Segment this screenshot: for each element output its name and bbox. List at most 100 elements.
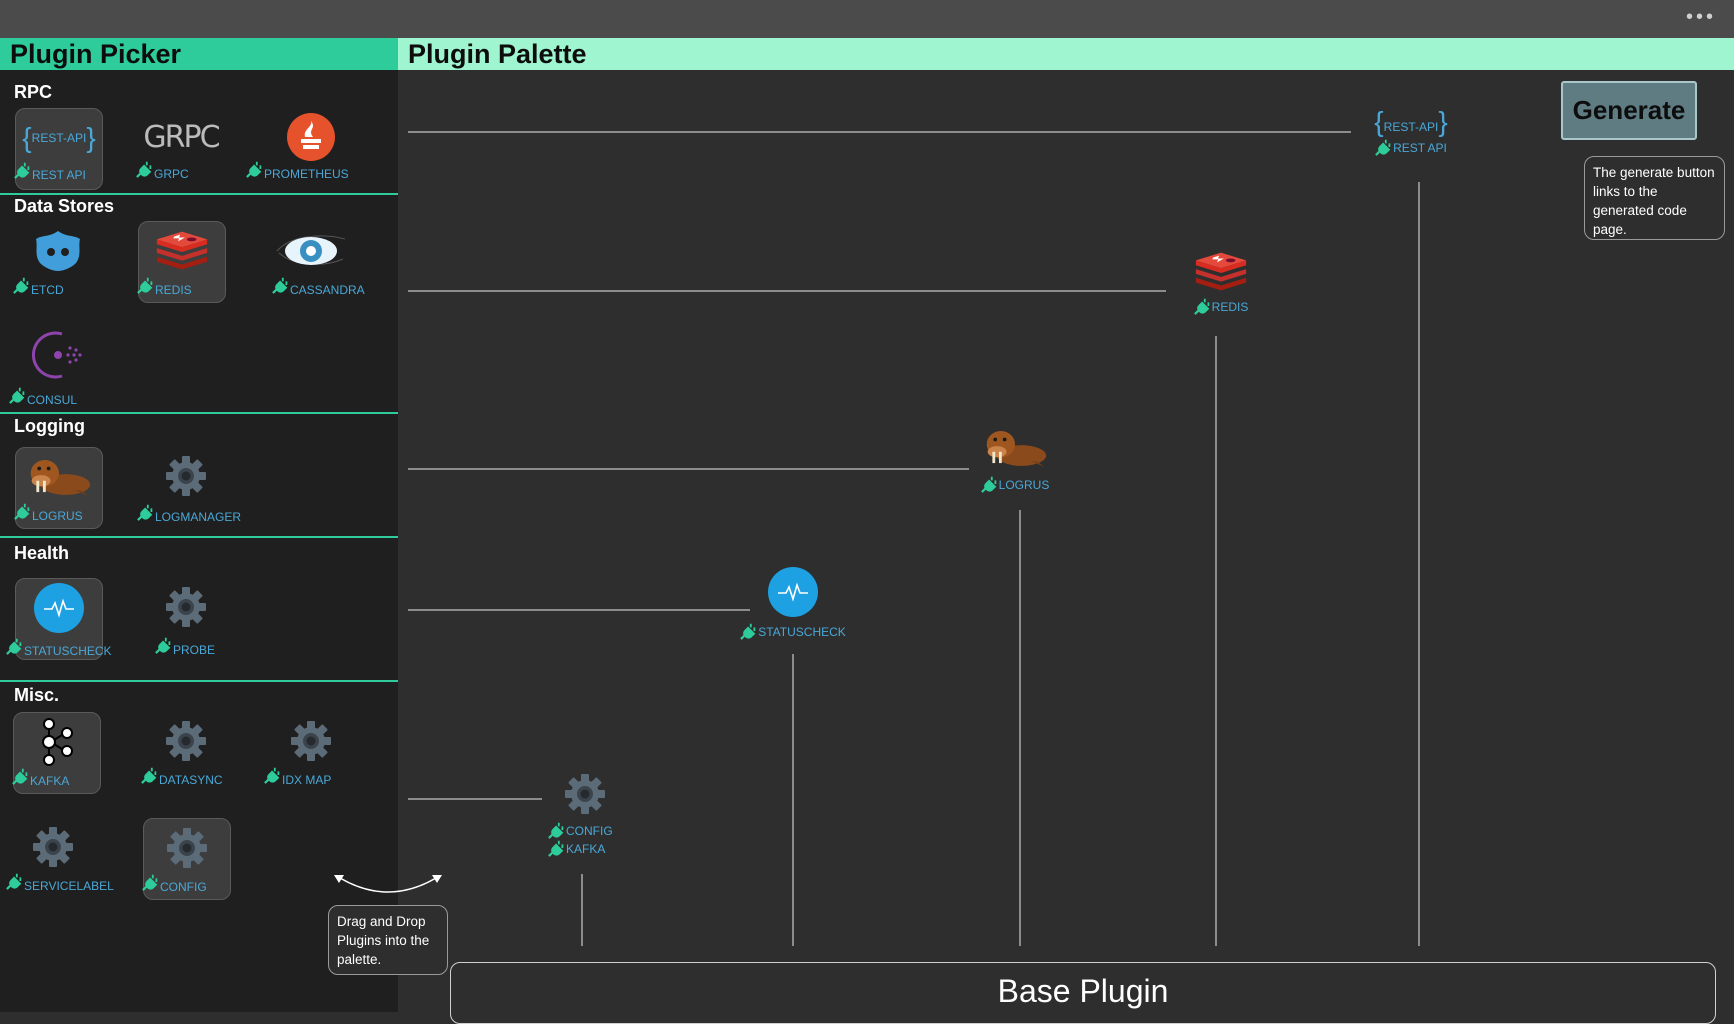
gear-icon	[268, 718, 354, 764]
connector-line	[1019, 510, 1021, 946]
plug-icon	[548, 821, 566, 839]
picker-item-etcd[interactable]: ETCD	[15, 222, 101, 302]
gear-icon	[143, 718, 229, 764]
title-bar: •••	[0, 0, 1734, 38]
palette-node-label: CONFIG	[566, 824, 613, 838]
picker-item-label: LOGRUS	[32, 509, 83, 523]
gear-icon	[540, 772, 630, 821]
picker-item-prometheus[interactable]: PROMETHEUS	[268, 108, 354, 188]
picker-item-idx-map[interactable]: IDX MAP	[268, 712, 354, 792]
picker-item-datasync[interactable]: DATASYNC	[143, 712, 229, 792]
section-divider	[0, 680, 398, 682]
plug-icon	[141, 766, 159, 784]
palette-node-label: STATUSCHECK	[758, 625, 846, 639]
plug-icon	[14, 502, 32, 520]
section-title-logging: Logging	[14, 416, 85, 436]
base-plugin-box[interactable]: Base Plugin	[450, 962, 1716, 1024]
palette-node-redis[interactable]: REDIS	[1176, 252, 1266, 315]
picker-item-statuscheck[interactable]: STATUSCHECK	[15, 578, 112, 660]
gear-icon	[10, 824, 96, 870]
plug-icon	[740, 622, 758, 640]
picker-item-kafka[interactable]: KAFKA	[13, 712, 101, 794]
walrus-icon	[16, 454, 102, 500]
picker-item-label: PROBE	[173, 643, 216, 657]
picker-item-label: ETCD	[31, 283, 64, 297]
picker-item-rest-api[interactable]: {REST-API} REST API	[15, 108, 103, 190]
picker-item-grpc[interactable]: GRPC GRPC	[138, 108, 224, 188]
gear-icon	[143, 584, 229, 630]
connector-line	[581, 874, 583, 946]
gear-icon	[144, 825, 230, 871]
section-title-misc: Misc.	[14, 685, 60, 705]
plug-icon	[1375, 138, 1393, 156]
plug-icon	[12, 767, 30, 785]
picker-item-servicelabel[interactable]: SERVICELABEL	[10, 818, 114, 898]
plug-icon	[137, 276, 155, 294]
plug-icon	[13, 276, 31, 294]
picker-item-probe[interactable]: PROBE	[143, 578, 229, 658]
connector-line	[1418, 182, 1420, 946]
picker-item-label: CASSANDRA	[290, 283, 365, 297]
connector-line	[792, 654, 794, 946]
palette-node-logrus[interactable]: LOGRUS	[970, 426, 1060, 493]
picker-item-cassandra[interactable]: CASSANDRA	[268, 222, 365, 302]
picker-item-label: LOGMANAGER	[155, 510, 242, 524]
picker-item-logmanager[interactable]: LOGMANAGER	[143, 447, 241, 527]
connector-line	[408, 798, 542, 800]
connector-line	[408, 131, 1351, 133]
palette-node-label: REDIS	[1211, 300, 1249, 314]
consul-icon	[15, 331, 101, 379]
picker-item-label: SERVICELABEL	[24, 879, 114, 893]
drag-arrow-icon	[334, 875, 442, 893]
plug-icon	[548, 839, 566, 857]
plug-icon	[136, 160, 154, 178]
picker-item-label: PROMETHEUS	[264, 167, 349, 181]
picker-item-logrus[interactable]: LOGRUS	[15, 447, 103, 529]
picker-item-config[interactable]: CONFIG	[143, 818, 231, 900]
picker-title: Plugin Picker	[0, 38, 398, 70]
picker-item-label: GRPC	[154, 167, 189, 181]
plug-icon	[272, 276, 290, 294]
picker-item-label: DATASYNC	[159, 773, 223, 787]
statuscheck-icon	[16, 585, 102, 631]
generate-button[interactable]: Generate	[1561, 81, 1697, 140]
palette-node-label: KAFKA	[566, 842, 606, 856]
palette-title: Plugin Palette	[398, 38, 1734, 70]
plugin-palette-canvas[interactable]	[398, 70, 1734, 1012]
palette-node-rest-api[interactable]: {REST-API} REST API	[1366, 106, 1456, 156]
picker-item-label: CONSUL	[27, 393, 78, 407]
walrus-icon	[970, 426, 1060, 475]
plug-icon	[14, 161, 32, 179]
prometheus-icon	[268, 113, 354, 161]
picker-item-label: CONFIG	[160, 880, 207, 894]
redis-icon	[139, 228, 225, 274]
plug-icon	[981, 475, 999, 493]
connector-line	[408, 290, 1166, 292]
palette-node-label: REST API	[1393, 141, 1447, 155]
picker-item-redis[interactable]: REDIS	[138, 221, 226, 303]
section-title-health: Health	[14, 543, 70, 563]
kafka-icon	[14, 718, 100, 766]
more-dots-icon[interactable]: •••	[1685, 6, 1716, 28]
plug-icon	[6, 637, 24, 655]
section-title-rpc: RPC	[14, 82, 53, 102]
connector-line	[1215, 336, 1217, 946]
connector-line	[408, 468, 969, 470]
picker-item-label: KAFKA	[30, 774, 70, 788]
section-divider	[0, 193, 398, 195]
connector-line	[408, 609, 750, 611]
palette-node-statuscheck[interactable]: STATUSCHECK	[738, 567, 848, 640]
picker-item-label: IDX MAP	[282, 773, 332, 787]
palette-node-config-kafka[interactable]: CONFIG KAFKA	[540, 772, 630, 857]
redis-icon	[1176, 252, 1266, 297]
section-divider	[0, 536, 398, 538]
picker-item-consul[interactable]: CONSUL	[15, 326, 101, 407]
plug-icon	[9, 386, 27, 404]
picker-item-label: REST API	[32, 168, 86, 182]
plug-icon	[137, 503, 155, 521]
statuscheck-icon	[738, 567, 848, 622]
plug-icon	[246, 160, 264, 178]
palette-node-label: LOGRUS	[998, 478, 1050, 492]
plug-icon	[142, 873, 160, 891]
section-title-data-stores: Data Stores	[14, 196, 115, 216]
